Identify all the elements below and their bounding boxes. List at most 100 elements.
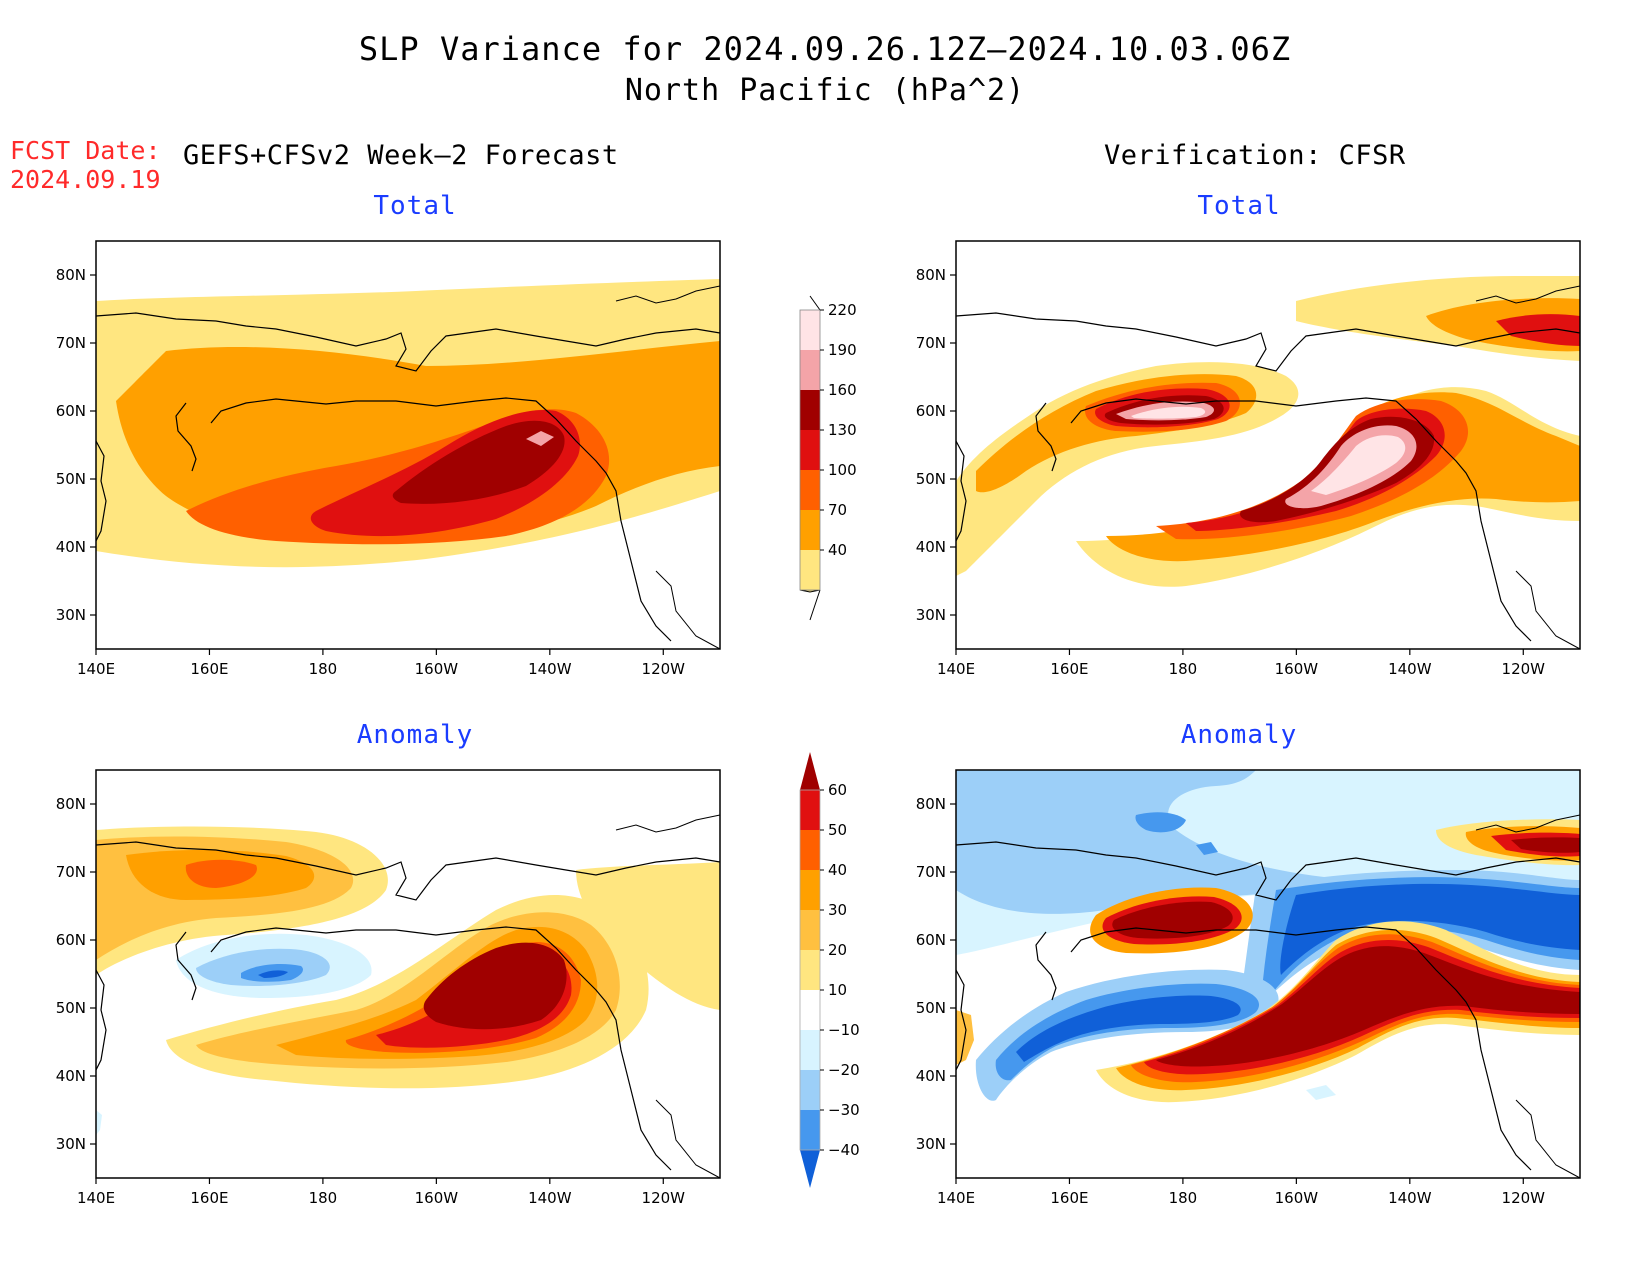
forecast-header: GEFS+CFSv2 Week–2 Forecast xyxy=(183,140,619,171)
lon-tick-label: 120W xyxy=(642,660,686,678)
lat-tick-label: 60N xyxy=(56,402,86,420)
fcst-date-label: FCST Date: xyxy=(10,136,161,165)
lat-tick-label: 30N xyxy=(56,606,86,624)
lon-tick-label: 160W xyxy=(1275,1189,1319,1207)
colorbar-total-top-cap xyxy=(809,295,821,311)
colorbar-anomaly-swatch xyxy=(800,950,820,990)
lat-tick-label: 50N xyxy=(56,470,86,488)
verification-anomaly-title: Anomaly xyxy=(1180,720,1298,750)
lat-tick-label: 30N xyxy=(56,1135,86,1153)
colorbar-anomaly-frame xyxy=(799,789,821,1151)
colorbar-anomaly-label: −10 xyxy=(828,1021,860,1039)
lat-tick-label: 60N xyxy=(916,402,946,420)
colorbar-anomaly-bottom-arrow xyxy=(800,1150,820,1188)
lat-tick-label: 70N xyxy=(916,863,946,881)
lat-tick-label: 70N xyxy=(916,334,946,352)
colorbar-anomaly-label: −20 xyxy=(828,1061,860,1079)
colorbar-total-bottom-cap xyxy=(809,589,821,621)
colorbar-anomaly-label: 20 xyxy=(828,941,847,959)
lat-tick-label: 40N xyxy=(56,1067,86,1085)
colorbar-anomaly-swatch xyxy=(800,1070,820,1110)
lat-tick-label: 50N xyxy=(56,999,86,1017)
colorbar-total-frame xyxy=(799,309,821,591)
colorbar-total-label: 130 xyxy=(828,421,857,439)
main-title: SLP Variance for 2024.09.26.12Z–2024.10.… xyxy=(358,30,1292,68)
lon-tick-label: 160W xyxy=(1275,660,1319,678)
lon-tick-label: 120W xyxy=(1502,660,1546,678)
anomaly-colorbar: 60 50 40 30 20 10 −10 −20 −30 −40 xyxy=(799,752,860,1188)
main-subtitle: North Pacific (hPa^2) xyxy=(624,73,1026,108)
fcst-date-value: 2024.09.19 xyxy=(10,165,161,194)
colorbar-anomaly-label: 30 xyxy=(828,901,847,919)
colorbar-anomaly-label: −30 xyxy=(828,1101,860,1119)
colorbar-total-label: 160 xyxy=(828,381,857,399)
forecast-total-axes: 80N 70N 60N 50N 40N 30N 140E 160E 180 160W 140W 120… xyxy=(56,266,685,678)
lon-tick-label: 140E xyxy=(77,1189,115,1207)
lon-tick-label: 160E xyxy=(190,660,228,678)
colorbar-anomaly-label: 10 xyxy=(828,981,847,999)
colorbar-anomaly-label: 40 xyxy=(828,861,847,879)
lon-tick-label: 140W xyxy=(528,660,572,678)
colorbar-total-label: 190 xyxy=(828,341,857,359)
lon-tick-label: 180 xyxy=(1169,660,1198,678)
verification-total-title: Total xyxy=(1197,191,1281,221)
lon-tick-label: 180 xyxy=(1169,1189,1198,1207)
lat-tick-label: 30N xyxy=(916,606,946,624)
lon-tick-label: 140E xyxy=(937,1189,975,1207)
lat-tick-label: 60N xyxy=(916,931,946,949)
colorbar-anomaly-swatch xyxy=(800,830,820,870)
colorbar-anomaly-swatch xyxy=(800,990,820,1030)
lon-tick-label: 160E xyxy=(1050,660,1088,678)
lon-tick-label: 160W xyxy=(415,660,459,678)
verification-anomaly-map: 80N 70N 60N 50N 40N 30N 140E 160E 180 160W 140W 120… xyxy=(916,769,1581,1207)
colorbar-anomaly-swatch xyxy=(800,870,820,910)
lon-tick-label: 140E xyxy=(937,660,975,678)
colorbar-anomaly-top-arrow xyxy=(800,752,820,790)
lat-tick-label: 70N xyxy=(56,334,86,352)
forecast-anomaly-title: Anomaly xyxy=(356,720,474,750)
lat-tick-label: 60N xyxy=(56,931,86,949)
lon-tick-label: 120W xyxy=(1502,1189,1546,1207)
forecast-date-block: FCST Date: 2024.09.19 xyxy=(10,136,161,194)
lon-tick-label: 160E xyxy=(190,1189,228,1207)
colorbar-anomaly-label: −40 xyxy=(828,1141,860,1159)
colorbar-total-swatch xyxy=(800,550,820,590)
forecast-anomaly-axes: 80N 70N 60N 50N 40N 30N 140E 160E 180 160W 140W 120… xyxy=(56,795,685,1207)
colorbar-total-label: 100 xyxy=(828,461,857,479)
lon-tick-label: 140W xyxy=(528,1189,572,1207)
colorbar-anomaly-swatch xyxy=(800,1030,820,1070)
lat-tick-label: 80N xyxy=(56,266,86,284)
colorbar-total-swatch xyxy=(800,390,820,430)
lat-tick-label: 80N xyxy=(56,795,86,813)
colorbar-anomaly-swatch xyxy=(800,790,820,830)
verification-header: Verification: CFSR xyxy=(1104,140,1406,171)
colorbar-total-swatch xyxy=(800,430,820,470)
colorbar-total-swatch xyxy=(800,310,820,350)
lon-tick-label: 120W xyxy=(642,1189,686,1207)
colorbar-anomaly-swatch xyxy=(800,910,820,950)
colorbar-total-swatch xyxy=(800,350,820,390)
lon-tick-label: 160E xyxy=(1050,1189,1088,1207)
colorbar-total-label: 220 xyxy=(828,301,857,319)
forecast-total-map: 80N 70N 60N 50N 40N 30N 140E 160E 180 160W 140W 120… xyxy=(56,240,721,678)
lat-tick-label: 50N xyxy=(916,470,946,488)
colorbar-anomaly-swatch xyxy=(800,1110,820,1150)
lon-tick-label: 140W xyxy=(1388,660,1432,678)
colorbar-total-swatch xyxy=(800,470,820,510)
colorbar-total-label: 40 xyxy=(828,541,847,559)
forecast-anomaly-map: 80N 70N 60N 50N 40N 30N 140E 160E 180 160W 140W 120… xyxy=(56,769,721,1207)
forecast-total-title: Total xyxy=(373,191,457,221)
lat-tick-label: 40N xyxy=(916,1067,946,1085)
lat-tick-label: 30N xyxy=(916,1135,946,1153)
verification-total-map: 80N 70N 60N 50N 40N 30N 140E 160E 180 160W 140W 120… xyxy=(916,240,1581,678)
lat-tick-label: 80N xyxy=(916,266,946,284)
colorbar-anomaly-label: 50 xyxy=(828,821,847,839)
lon-tick-label: 140W xyxy=(1388,1189,1432,1207)
lon-tick-label: 140E xyxy=(77,660,115,678)
lon-tick-label: 180 xyxy=(309,1189,338,1207)
colorbar-total-label: 70 xyxy=(828,501,847,519)
total-colorbar: 40 70 100 130 160 190 220 xyxy=(799,295,857,621)
lat-tick-label: 40N xyxy=(916,538,946,556)
colorbar-anomaly-label: 60 xyxy=(828,781,847,799)
lon-tick-label: 160W xyxy=(415,1189,459,1207)
